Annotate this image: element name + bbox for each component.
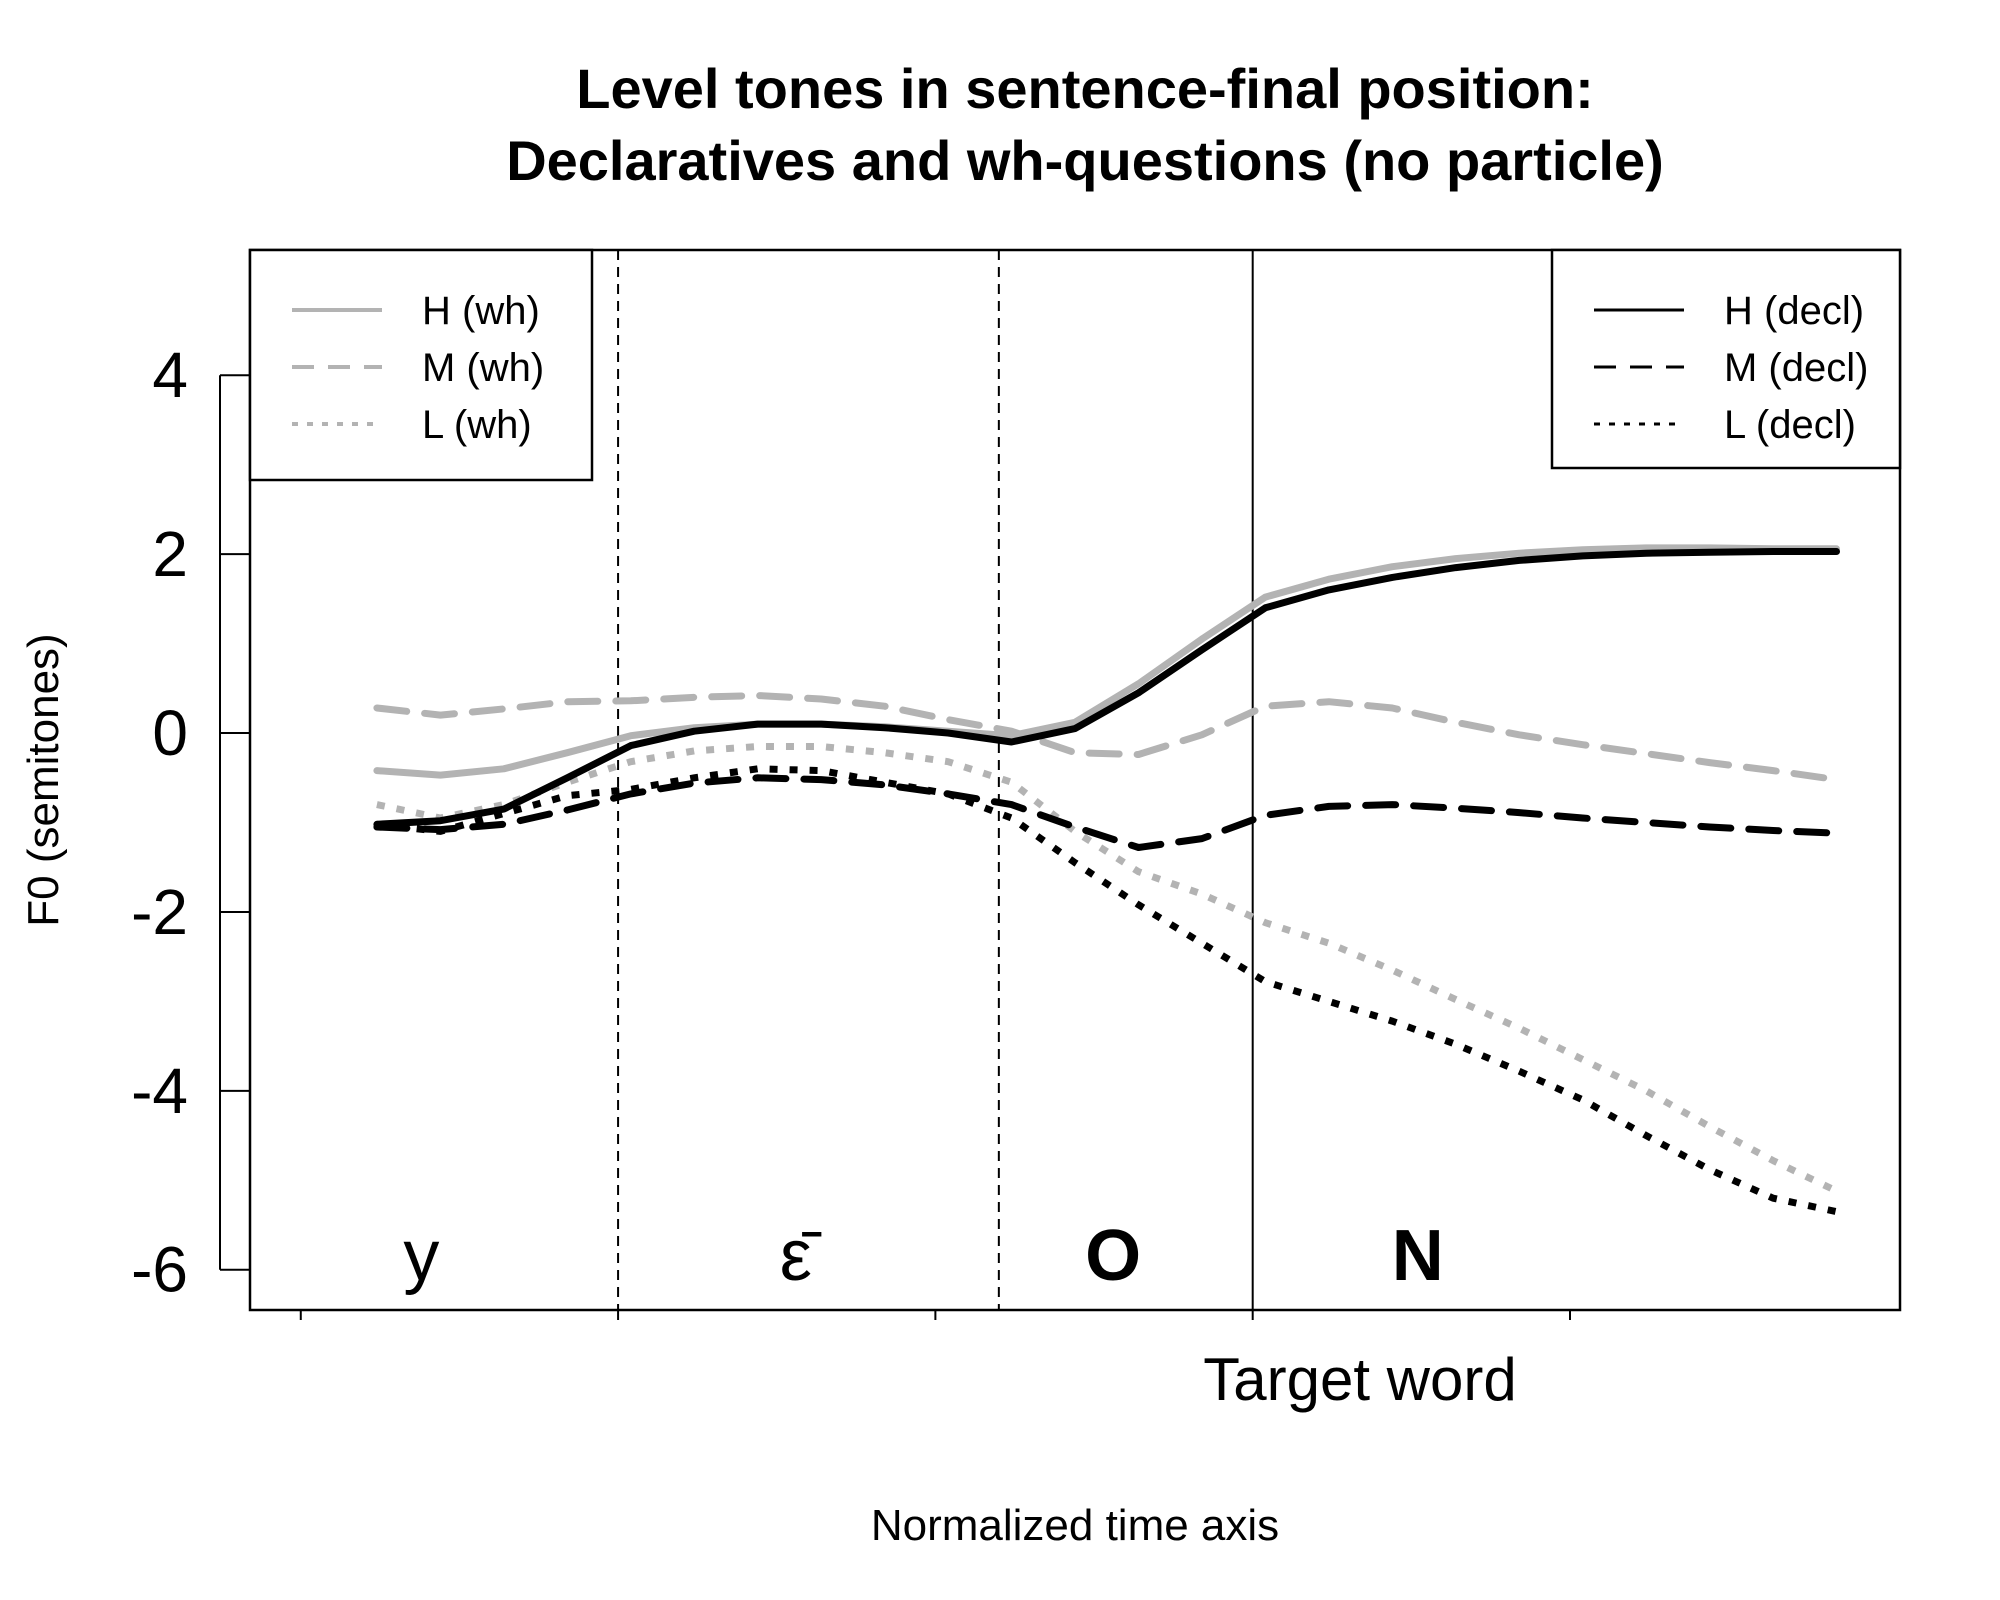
x-axis-label: Normalized time axis xyxy=(871,1501,1279,1550)
segment-label-3: O xyxy=(1085,1216,1141,1296)
target-word-label: Target word xyxy=(1203,1346,1516,1413)
segment-label-2: ε̄ xyxy=(780,1216,822,1296)
y-axis: -6 -4 -2 0 2 4 xyxy=(131,339,250,1306)
boundaries-layer xyxy=(617,250,1254,1310)
series-line-2 xyxy=(373,692,1840,784)
legend-entry: M (wh) xyxy=(422,346,544,390)
legend-left: H (wh) M (wh) L (wh) xyxy=(248,248,594,482)
y-tick-label: -6 xyxy=(131,1234,188,1306)
legend-entry: H (decl) xyxy=(1724,289,1864,333)
series-line-3 xyxy=(376,743,1839,1195)
y-axis-label: F0 (semitones) xyxy=(19,633,68,926)
segment-labels: y ε̄ O N xyxy=(403,1216,1443,1296)
y-tick-label: -4 xyxy=(131,1055,188,1127)
legend-entry: H (wh) xyxy=(422,289,540,333)
legend-entry: L (wh) xyxy=(422,403,532,447)
segment-label-1: y xyxy=(403,1216,439,1296)
legend-entry: M (decl) xyxy=(1724,346,1868,390)
y-tick-label: 2 xyxy=(152,518,188,590)
plot-frame xyxy=(248,248,1902,1312)
segment-label-4: N xyxy=(1392,1216,1444,1296)
chart-subtitle: Declaratives and wh-questions (no partic… xyxy=(506,129,1664,192)
chart-title-group: Level tones in sentence-final position: … xyxy=(506,57,1664,192)
y-tick-label: 4 xyxy=(152,339,188,411)
legend-entry: L (decl) xyxy=(1724,403,1856,447)
series-line-4 xyxy=(373,548,1840,828)
series-line-1 xyxy=(373,544,1840,779)
series-line-6 xyxy=(376,765,1838,1216)
legend-right: H (decl) M (decl) L (decl) xyxy=(1550,248,1902,470)
series-layer xyxy=(373,544,1840,1216)
y-tick-label: -2 xyxy=(131,876,188,948)
y-tick-label: 0 xyxy=(152,697,188,769)
chart-title: Level tones in sentence-final position: xyxy=(576,57,1594,120)
legend-box xyxy=(1550,248,1902,470)
series-line-5 xyxy=(373,774,1840,851)
x-axis xyxy=(299,1310,1571,1320)
